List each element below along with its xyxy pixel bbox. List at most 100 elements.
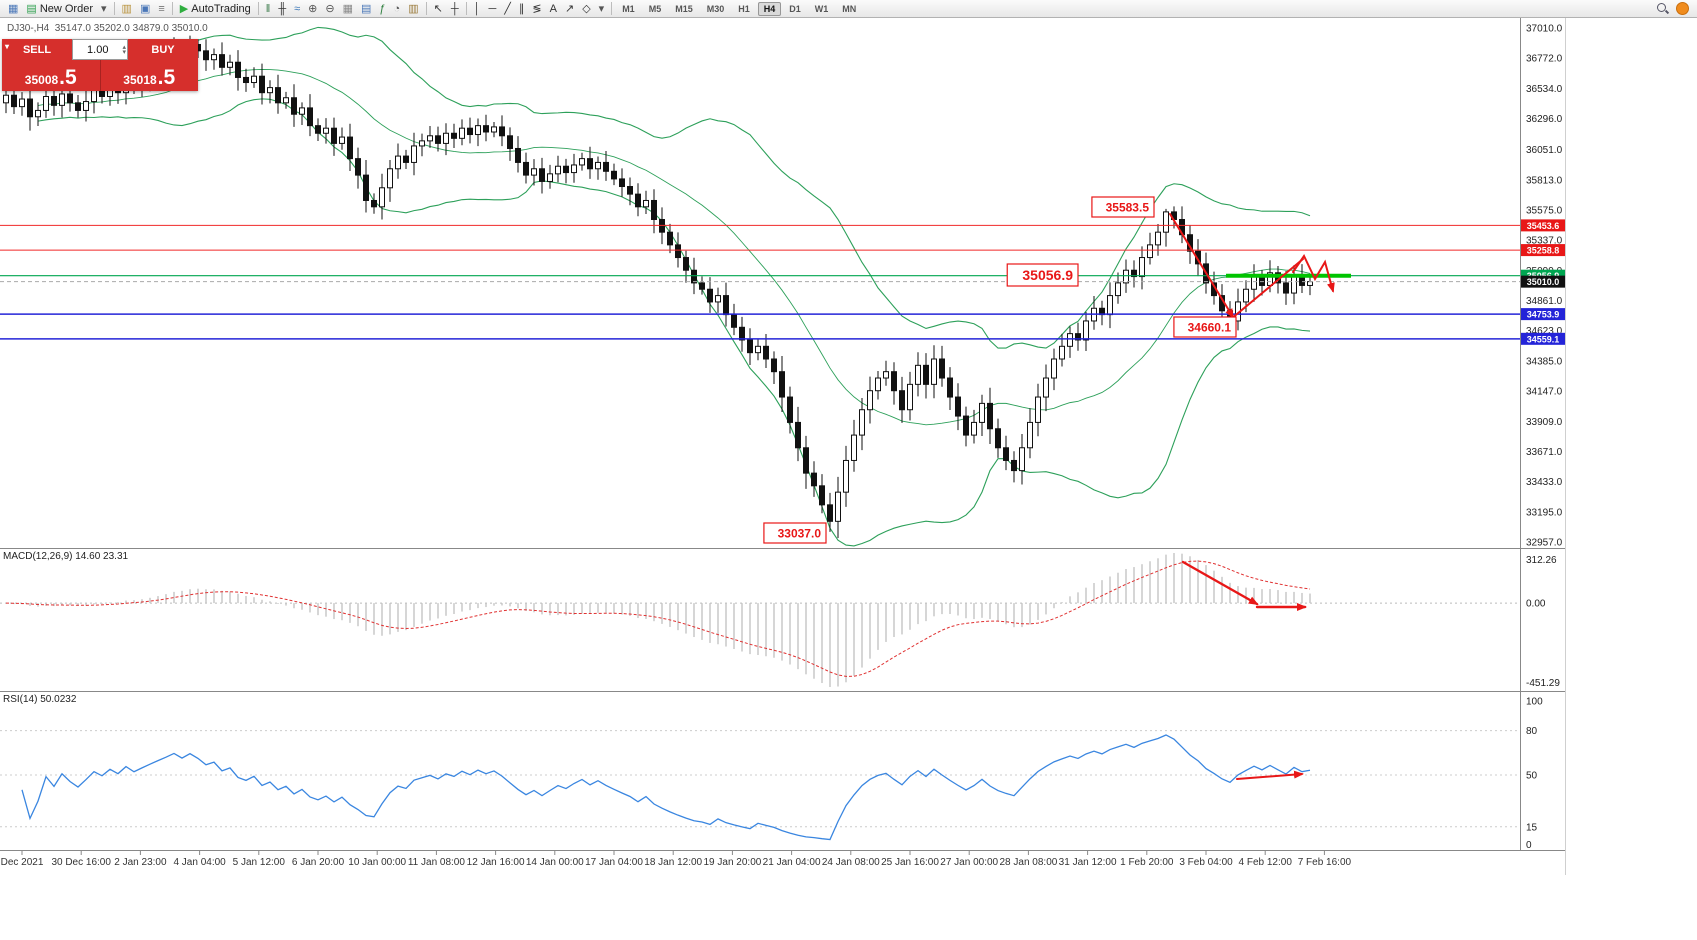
zoom-in-icon[interactable]: ⊕ — [304, 1, 321, 17]
templates-icon[interactable]: ▥ — [404, 1, 422, 17]
rsi-axis: 100 80 50 15 0 — [1526, 697, 1543, 852]
line-chart-icon[interactable]: ≈ — [290, 1, 304, 17]
chart-area[interactable]: 35583.5 35056.9 34660.1 33037.0 37010.0 36772… — [0, 18, 1697, 940]
svg-text:312.26: 312.26 — [1526, 555, 1557, 566]
profiles-icon: ▥ — [121, 2, 132, 15]
text-tool-icon[interactable]: A — [546, 1, 561, 17]
level-35258.8-price-tag — [1521, 244, 1565, 257]
market-watch-icon[interactable]: ▣ — [136, 1, 154, 17]
toolbar-separator — [465, 2, 467, 15]
zigzag-arrow[interactable] — [1292, 254, 1335, 293]
notification-badge[interactable] — [1676, 2, 1689, 15]
zoom-out-icon[interactable]: ⊖ — [321, 1, 338, 17]
svg-text:25 Jan 16:00: 25 Jan 16:00 — [881, 857, 939, 868]
svg-text:5 Jan 12:00: 5 Jan 12:00 — [233, 857, 286, 868]
volume-down-icon[interactable]: ▾ — [122, 48, 126, 56]
peak-price-label-box[interactable] — [1091, 196, 1155, 218]
sell-button[interactable]: ▾ SELL — [2, 39, 72, 60]
templates-icon: ▥ — [408, 2, 419, 15]
new-chart-icon[interactable]: ▤ — [357, 1, 375, 17]
search-icon[interactable] — [1656, 2, 1669, 15]
time-axis: Dec 2021 30 Dec 16:00 2 Jan 23:00 4 Jan 04:… — [1, 851, 1352, 868]
svg-text:18 Jan 12:00: 18 Jan 12:00 — [644, 857, 702, 868]
buy-price[interactable]: 35018 .5 — [99, 60, 198, 91]
buy-button[interactable]: BUY — [128, 39, 198, 60]
timeframe-m15[interactable]: M15 — [675, 3, 693, 14]
horizontal-line-icon[interactable]: ─ — [484, 1, 500, 17]
swinglow-price-label[interactable]: 34660.1 — [1188, 320, 1232, 334]
sell-price[interactable]: 35008 .5 — [2, 60, 100, 91]
trend-down-arrow[interactable] — [1169, 213, 1235, 319]
new-order-button[interactable]: ▤ New Order — [22, 1, 97, 17]
new-order-dropdown-icon[interactable]: ▾ — [97, 1, 111, 17]
macd-down-line[interactable] — [1181, 560, 1259, 606]
volume-spinner[interactable]: 1.00 ▴ ▾ — [72, 39, 128, 60]
indicators-icon: ƒ — [379, 2, 386, 15]
timeframe-h1[interactable]: H1 — [738, 3, 750, 14]
bar-chart-icon[interactable]: ‖ — [262, 1, 275, 17]
svg-text:19 Jan 20:00: 19 Jan 20:00 — [703, 857, 761, 868]
timeframe-m1[interactable]: M1 — [622, 3, 635, 14]
market-watch-icon: ▣ — [139, 2, 151, 15]
sell-button-label: SELL — [22, 43, 52, 56]
toolbar-separator — [171, 2, 173, 15]
level-34559.1-price-tag — [1521, 332, 1565, 345]
fibonacci-icon[interactable]: ≶ — [528, 1, 545, 17]
support-price-label-box[interactable] — [1006, 263, 1079, 287]
svg-text:-451.29: -451.29 — [1526, 678, 1560, 689]
svg-text:33195.0: 33195.0 — [1526, 507, 1563, 518]
timeframe-mn[interactable]: MN — [842, 3, 857, 14]
collapse-panel-icon[interactable]: ▾ — [5, 42, 10, 51]
navigator-icon[interactable]: ≡ — [154, 1, 168, 17]
svg-text:6 Jan 20:00: 6 Jan 20:00 — [292, 857, 345, 868]
candlestick-chart-icon[interactable]: ╫ — [274, 1, 290, 17]
svg-text:21 Jan 04:00: 21 Jan 04:00 — [763, 857, 821, 868]
horizontal-line-icon: ─ — [488, 2, 497, 15]
rebound-line[interactable] — [1230, 258, 1304, 320]
bottom-price-label-box[interactable] — [763, 522, 827, 544]
svg-text:14 Jan 00:00: 14 Jan 00:00 — [526, 857, 584, 868]
indicators-icon[interactable]: ƒ — [375, 1, 389, 17]
svg-text:31 Jan 12:00: 31 Jan 12:00 — [1059, 857, 1117, 868]
svg-text:7 Feb 16:00: 7 Feb 16:00 — [1298, 857, 1352, 868]
svg-text:100: 100 — [1526, 697, 1543, 708]
profiles-icon[interactable]: ▥ — [118, 1, 136, 17]
timeframe-m30[interactable]: M30 — [706, 3, 725, 14]
channel-icon[interactable]: ∥ — [515, 1, 529, 17]
svg-text:35575.0: 35575.0 — [1526, 205, 1563, 216]
arrows-tool-icon[interactable]: ↗ — [561, 1, 578, 17]
svg-text:0.00: 0.00 — [1526, 599, 1546, 610]
bottom-price-label[interactable]: 33037.0 — [778, 526, 822, 540]
cursor-icon[interactable]: ↖ — [430, 1, 447, 17]
candles — [3, 35, 1313, 538]
svg-text:35258.8: 35258.8 — [1527, 246, 1560, 256]
svg-text:33671.0: 33671.0 — [1526, 447, 1563, 458]
volume-up-icon[interactable]: ▴ — [122, 43, 126, 51]
toolbar-right — [1656, 2, 1693, 15]
terminal-icon[interactable]: ▦ — [4, 1, 22, 17]
support-price-label[interactable]: 35056.9 — [1022, 267, 1073, 283]
volume-value[interactable]: 1.00 — [87, 43, 109, 56]
timeframe-d1[interactable]: D1 — [789, 3, 801, 14]
toolbar-separator — [113, 2, 115, 15]
swinglow-price-label-box[interactable] — [1173, 316, 1237, 338]
timeframe-m5[interactable]: M5 — [648, 3, 662, 14]
timeframe-h4[interactable]: H4 — [757, 1, 782, 16]
peak-price-label[interactable]: 35583.5 — [1106, 200, 1150, 214]
crosshair-icon[interactable]: ┼ — [447, 1, 463, 17]
toolbar-separator — [257, 2, 259, 15]
shapes-dropdown-icon[interactable]: ▾ — [595, 1, 609, 17]
vertical-line-icon[interactable]: │ — [470, 1, 485, 17]
trendline-icon[interactable]: ╱ — [500, 1, 515, 17]
tile-windows-icon[interactable]: ▦ — [339, 1, 357, 17]
svg-text:11 Jan 08:00: 11 Jan 08:00 — [408, 857, 466, 868]
rsi-flat-arrow[interactable] — [1236, 770, 1304, 780]
autotrading-button[interactable]: ▶ AutoTrading — [176, 1, 255, 17]
timeframe-w1[interactable]: W1 — [814, 3, 829, 14]
periods-icon[interactable]: ◔ — [390, 1, 405, 17]
vertical-line-icon: │ — [473, 2, 481, 15]
shapes-icon[interactable]: ◇ — [578, 1, 594, 17]
trendline-icon: ╱ — [504, 2, 511, 15]
new-order-dropdown-icon: ▾ — [101, 2, 107, 15]
svg-text:80: 80 — [1526, 726, 1538, 737]
